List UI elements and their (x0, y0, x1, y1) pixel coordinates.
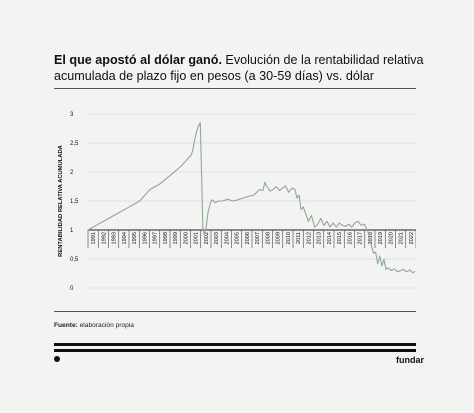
x-tick-label: 2013 (317, 232, 323, 244)
y-tick-label: 2,5 (70, 141, 79, 147)
footer-dot-icon (54, 356, 60, 362)
bottom-divider (54, 311, 416, 312)
x-tick-label: 2010 (286, 232, 292, 244)
x-tick-label: 1999 (173, 232, 179, 244)
x-tick-label: 2000 (183, 232, 189, 244)
y-tick-label: 3 (70, 112, 74, 118)
x-tick-label: 2016 (347, 232, 353, 244)
y-tick-label: 2 (70, 170, 74, 176)
x-tick-label: 2017 (358, 232, 364, 244)
x-tick-label: 2004 (224, 232, 230, 244)
x-tick-label: 2005 (235, 232, 241, 244)
x-tick-label: 2003 (214, 232, 220, 244)
x-tick-label: 2014 (327, 232, 333, 244)
source-note: Fuente: elaboración propia (54, 322, 134, 329)
x-tick-label: 1994 (122, 232, 128, 244)
series-line (87, 122, 416, 274)
x-tick-label: 2018 (368, 232, 374, 244)
x-tick-label: 1995 (132, 232, 138, 244)
x-tick-label: 2019 (378, 232, 384, 244)
top-divider (54, 88, 416, 89)
x-tick-label: 2012 (306, 232, 312, 244)
brand-logo: fundar (396, 355, 424, 365)
x-tick-label: 2006 (245, 232, 251, 244)
y-tick-label: 1 (70, 228, 74, 234)
x-tick-label: 2021 (399, 232, 405, 244)
x-tick-label: 2015 (337, 232, 343, 244)
y-tick-label: 1,5 (70, 199, 79, 205)
x-tick-label: 1997 (153, 232, 159, 244)
source-text: elaboración propia (77, 322, 134, 329)
chart-title-rest: Evolución de la rentabilidad relativa ac… (54, 53, 424, 83)
source-label: Fuente: (54, 322, 78, 329)
x-tick-label: 1992 (101, 232, 107, 244)
x-tick-label: 2008 (265, 232, 271, 244)
y-axis-title: RENTABILIDAD RELATIVA ACUMULADA (58, 144, 64, 256)
x-tick-label: 1998 (163, 232, 169, 244)
chart-container: RENTABILIDAD RELATIVA ACUMULADA 0 0,5 1 1,5 2… (54, 104, 417, 312)
x-tick-label: 1993 (112, 232, 118, 244)
footer-stripe (54, 343, 416, 346)
footer-stripes (54, 343, 416, 361)
x-tick-label: 2001 (194, 232, 200, 244)
x-tick-label: 2020 (388, 232, 394, 244)
x-tick-label: 2007 (255, 232, 261, 244)
x-tick-label: 1991 (91, 232, 97, 244)
chart-title-bold: El que apostó al dólar ganó. (54, 53, 222, 67)
x-tick-label: 2022 (409, 232, 415, 244)
x-tick-label: 2002 (204, 232, 210, 244)
chart-title: El que apostó al dólar ganó. Evolución d… (54, 52, 434, 84)
y-tick-label: 0 (70, 286, 74, 292)
line-chart: RENTABILIDAD RELATIVA ACUMULADA 0 0,5 1 1,5 2… (58, 112, 417, 292)
footer-stripe (54, 349, 416, 352)
x-tick-label: 1996 (142, 232, 148, 244)
x-tick-label: 2011 (296, 232, 302, 244)
x-tick-label: 2009 (276, 232, 282, 244)
y-tick-label: 0,5 (70, 257, 79, 263)
